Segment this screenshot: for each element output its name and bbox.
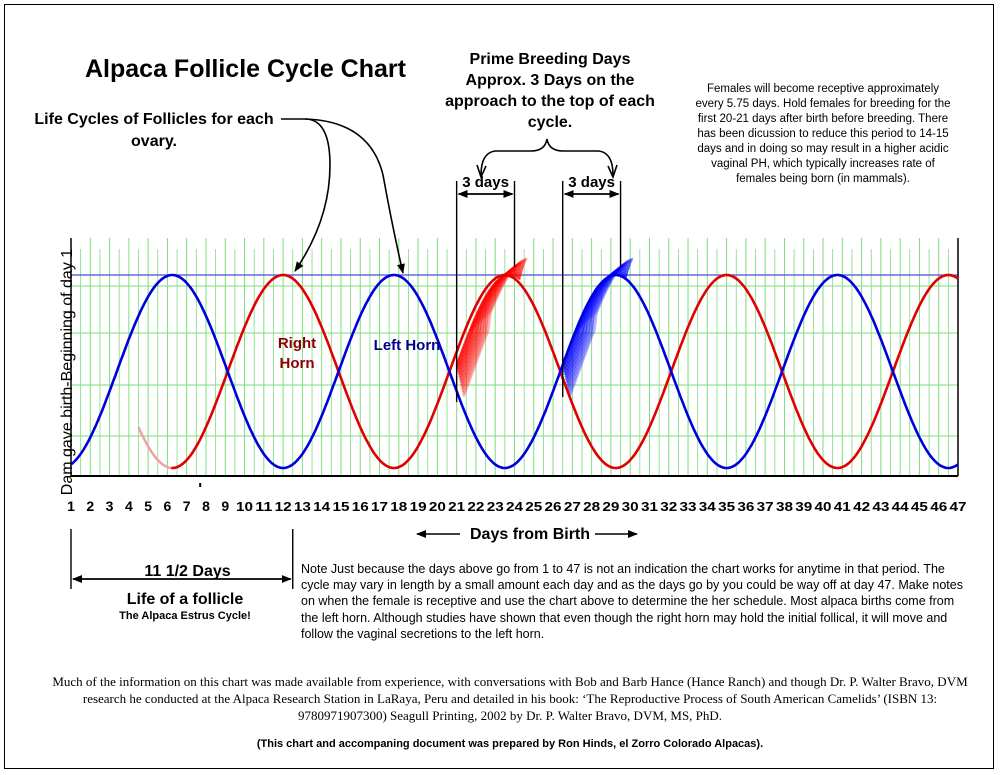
x-tick-label: 26: [545, 499, 562, 514]
x-tick-label: 41: [834, 499, 851, 514]
x-tick-label: 23: [487, 499, 504, 514]
prime-fan-line: [567, 259, 633, 393]
estrus-cycle-label: The Alpaca Estrus Cycle!: [119, 610, 251, 622]
x-tick-label: 45: [911, 499, 928, 514]
chart-title: Alpaca Follicle Cycle Chart: [85, 55, 406, 83]
prime-fan-line: [568, 258, 633, 395]
x-tick-label: 34: [699, 499, 717, 514]
prime-fan-line: [462, 257, 528, 398]
x-tick-label: 7: [183, 498, 191, 514]
chart-grid: [70, 238, 959, 487]
x-tick-label: 27: [564, 499, 581, 514]
x-tick-label: 46: [930, 499, 947, 514]
prime-fan-line: [459, 263, 525, 386]
variation-note: Note Just because the days above go from…: [301, 562, 963, 641]
x-tick-label: 3: [106, 498, 114, 514]
x-tick-label: 21: [448, 499, 465, 514]
x-tick-label: 9: [221, 498, 229, 514]
x-tick-label: 15: [332, 499, 349, 514]
x-tick-label: 24: [506, 499, 524, 514]
x-tick-label: 14: [313, 499, 331, 514]
x-tick-label: 33: [680, 499, 697, 514]
x-tick-label: 5: [144, 498, 152, 514]
x-tick-label: 40: [815, 499, 832, 514]
x-tick-label: 28: [583, 499, 600, 514]
prime-fan-line: [565, 264, 631, 383]
x-tick-label: 32: [660, 499, 677, 514]
brace-arrow-right: [607, 164, 618, 180]
prime-breeding-fans: [455, 257, 634, 398]
x-tick-label: 8: [202, 498, 210, 514]
follicle-curves: Right Horn Left Horn: [70, 273, 959, 470]
x-axis-label: Days from Birth: [470, 526, 591, 543]
x-tick-label: 36: [737, 499, 754, 514]
prime-fan-line: [565, 263, 631, 386]
prime-fan-line: [461, 259, 527, 393]
x-tick-label: 10: [236, 499, 253, 514]
x-tick-label: 20: [429, 499, 446, 514]
source-credit: Much of the information on this chart wa…: [52, 674, 968, 723]
follicle-span-label: 11 1/2 Days: [144, 563, 231, 580]
right-horn-pointer: [281, 118, 331, 272]
x-tick-labels: 1 2 3 4 5 6 7 8 9 10 11 12 13 14 15 16 17 18 19 20 21 22 23 24 2…: [67, 498, 966, 514]
prime-breeding-label: Prime Breeding Days Approx. 3 Days on th…: [445, 51, 655, 131]
x-tick-label: 44: [892, 499, 910, 514]
chart-annotations: 3 days 3 days: [70, 118, 638, 589]
brace-arrow-left: [476, 164, 487, 180]
x-tick-label: 4: [125, 498, 133, 514]
three-days-label: 3 days: [568, 174, 615, 191]
prime-brace: [480, 138, 614, 176]
x-tick-label: 16: [352, 499, 369, 514]
x-tick-label: 30: [622, 499, 639, 514]
y-axis-label: Dam gave birth-Beginning of day 1: [59, 248, 76, 496]
x-tick-label: 43: [872, 499, 889, 514]
x-tick-label: 19: [410, 499, 427, 514]
x-tick-label: 22: [467, 499, 484, 514]
life-of-follicle-label: Life of a follicle: [126, 591, 244, 608]
x-tick-label: 37: [757, 499, 774, 514]
right-horn-label: Right Horn: [278, 335, 316, 372]
prime-fan-line: [459, 264, 525, 383]
x-tick-label: 11: [255, 499, 272, 514]
x-tick-label: 35: [718, 499, 735, 514]
x-tick-label: 42: [853, 499, 870, 514]
x-tick-label: 29: [602, 499, 619, 514]
left-horn-curve: [70, 273, 959, 470]
x-tick-label: 13: [294, 499, 311, 514]
x-tick-label: 1: [67, 498, 75, 514]
x-tick-label: 47: [950, 499, 967, 514]
females-receptive-note: Females will become receptive approximat…: [695, 83, 951, 185]
x-tick-label: 18: [390, 499, 407, 514]
x-tick-label: 12: [275, 499, 292, 514]
three-days-label: 3 days: [462, 174, 509, 191]
x-tick-label: 38: [776, 499, 793, 514]
prepared-by: (This chart and accompaning document was…: [256, 738, 764, 750]
x-tick-label: 17: [371, 499, 388, 514]
x-tick-label: 31: [641, 499, 658, 514]
right-horn-curve: [171, 273, 959, 470]
life-cycles-label: Life Cycles of Follicles for each ovary.: [34, 111, 274, 150]
x-tick-label: 39: [795, 499, 812, 514]
prime-fan-line: [568, 257, 634, 398]
left-horn-pointer: [304, 118, 405, 274]
x-tick-label: 6: [164, 498, 172, 514]
left-horn-label: Left Horn: [374, 337, 441, 354]
x-tick-label: 2: [86, 498, 94, 514]
right-horn-curve-start: [137, 426, 174, 470]
x-tick-label: 25: [525, 499, 542, 514]
prime-fan-line: [461, 258, 527, 395]
